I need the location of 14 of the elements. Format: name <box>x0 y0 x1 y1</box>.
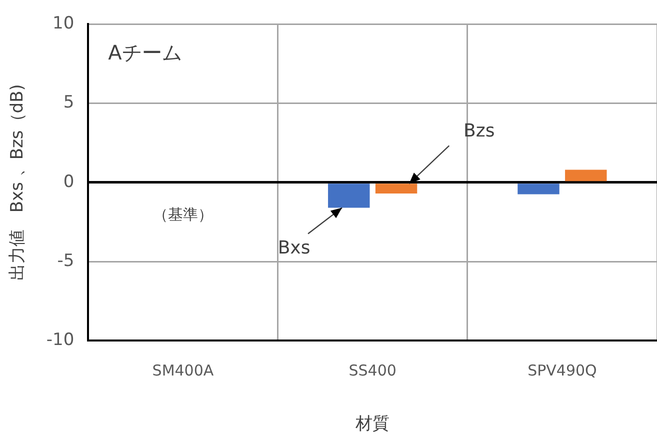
y-tick-label: 5 <box>63 92 74 113</box>
annotation: （基準） <box>152 205 213 224</box>
y-tick-label: 0 <box>63 172 74 192</box>
y-tick-label: -10 <box>46 330 74 350</box>
x-tick-label: SS400 <box>348 361 396 380</box>
y-tick-label: 10 <box>52 14 74 34</box>
x-tick-label: SPV490Q <box>528 361 597 380</box>
y-tick-label: -5 <box>57 250 74 271</box>
annotation: Aチーム <box>108 40 182 64</box>
x-tick-label: SM400A <box>152 361 214 380</box>
text: Bzs <box>464 120 495 142</box>
series-label: Bxs <box>278 237 310 258</box>
x-axis-title: 材質 <box>354 414 390 434</box>
y-axis-title: 出力値 Bxs 、Bzs（dB) <box>8 84 28 281</box>
